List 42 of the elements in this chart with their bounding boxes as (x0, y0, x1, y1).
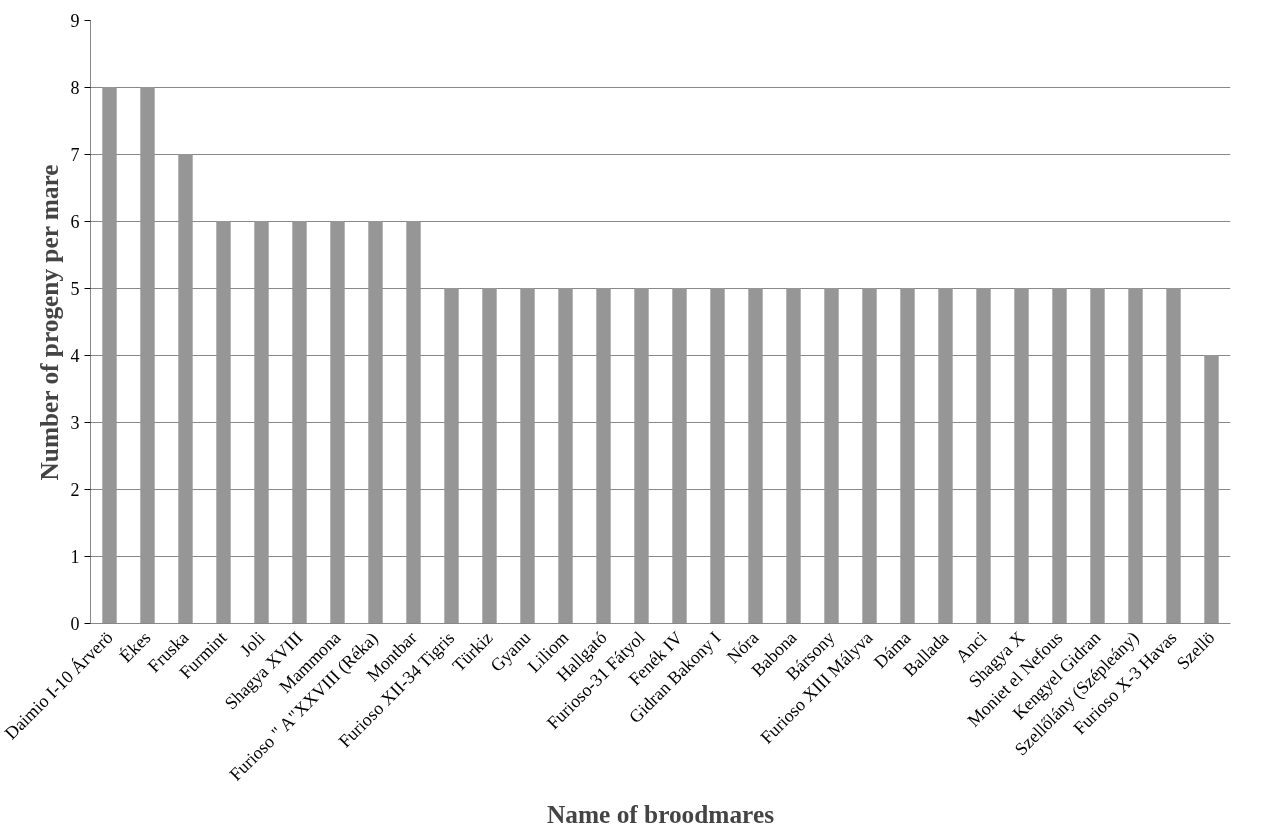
bar (1166, 288, 1181, 624)
bar (292, 221, 307, 624)
bar (672, 288, 687, 624)
bar (1052, 288, 1067, 624)
bar (368, 221, 383, 624)
y-tick-label: 3 (70, 413, 80, 433)
bar (1128, 288, 1143, 624)
bar (634, 288, 649, 624)
bar (976, 288, 991, 624)
y-tick-label: 5 (70, 279, 80, 299)
y-tick-label: 9 (70, 11, 80, 31)
bar (140, 87, 155, 624)
y-axis-title: Number of progeny per mare (34, 164, 63, 481)
y-tick-label: 1 (70, 547, 80, 567)
bar (1090, 288, 1105, 624)
bar (406, 221, 421, 624)
bar (748, 288, 763, 624)
bar (520, 288, 535, 624)
bar (862, 288, 877, 624)
bar (444, 288, 459, 624)
y-tick-label: 4 (70, 346, 80, 366)
bar (710, 288, 725, 624)
bar (178, 154, 193, 624)
y-tick-label: 8 (70, 78, 80, 98)
bar (900, 288, 915, 624)
bar (558, 288, 573, 624)
bar (254, 221, 269, 624)
x-axis-title: Name of broodmares (547, 799, 775, 828)
bar (938, 288, 953, 624)
bar (216, 221, 231, 624)
bar (1204, 355, 1219, 624)
y-tick-label: 0 (70, 614, 80, 634)
bar (330, 221, 345, 624)
y-tick-label: 6 (70, 212, 80, 232)
bar (1014, 288, 1029, 624)
bar (786, 288, 801, 624)
y-tick-label: 7 (70, 145, 80, 165)
bar (596, 288, 611, 624)
bar (824, 288, 839, 624)
bar (482, 288, 497, 624)
bar (102, 87, 117, 624)
y-tick-label: 2 (70, 480, 80, 500)
